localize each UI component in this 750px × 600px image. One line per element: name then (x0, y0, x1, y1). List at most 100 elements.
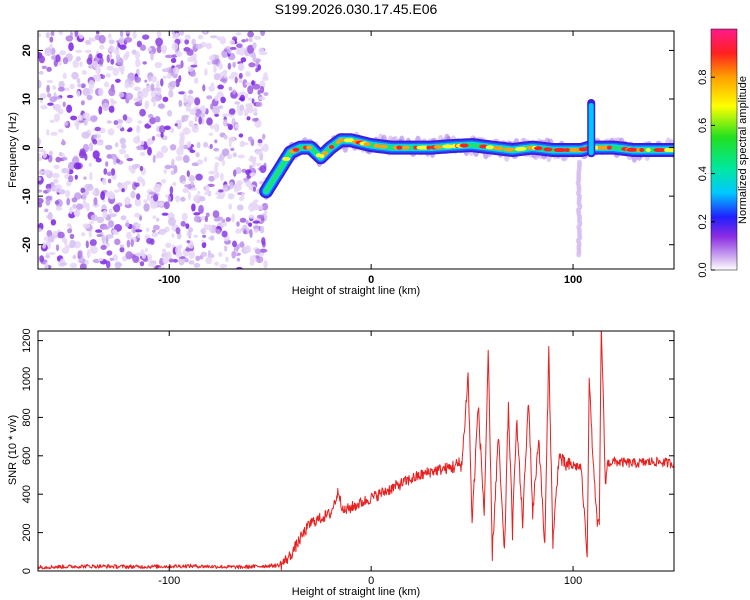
spectrogram-noise-blob (255, 67, 259, 73)
spectrogram-ridge-hotspot (669, 148, 674, 152)
spectrogram-noise-blob (228, 203, 232, 210)
spectrogram-noise-blob (126, 231, 132, 240)
spectrogram-noise-blob (191, 162, 199, 167)
spectrogram-noise-blob (59, 50, 67, 56)
spectrogram-noise-blob (218, 251, 223, 257)
spectrogram-ridge-hotspot (517, 146, 527, 151)
spectrogram-x-tick-label: 0 (368, 274, 374, 286)
spectrogram-noise-blob (173, 164, 178, 174)
spectrogram-noise-blob (253, 107, 258, 114)
spectrogram-ridge-hotspot (503, 147, 515, 152)
spectrogram-noise-blob (103, 168, 108, 175)
spectrogram-noise-blob (214, 162, 220, 167)
spectrogram-noise-blob (74, 31, 79, 37)
spectrogram-noise-blob (235, 32, 242, 36)
spectrogram-noise-blob (162, 96, 169, 103)
spectrogram-noise-blob (210, 235, 215, 241)
spectrogram-noise-blob (135, 223, 142, 228)
spectrogram-noise-blob (58, 128, 64, 133)
spectrogram-noise-blob (137, 176, 143, 184)
spectrogram-noise-blob (240, 142, 249, 146)
spectrogram-noise-blob (145, 227, 150, 233)
spectrogram-noise-blob (141, 178, 146, 187)
spectrogram-noise-blob (178, 75, 182, 83)
spectrogram-noise-blob (144, 100, 149, 110)
spectrogram-noise-blob (220, 96, 226, 104)
spectrogram-noise-blob (118, 148, 127, 155)
spectrogram-noise-blob (253, 228, 259, 233)
spectrogram-noise-blob (58, 152, 63, 156)
snr-panel: -100 0 100 0 200 400 600 800 1000 1200 H… (7, 328, 675, 598)
spectrogram-noise-blob (259, 248, 268, 253)
spectrogram-noise-blob (214, 123, 220, 132)
spectrogram-noise-blob (159, 125, 166, 134)
spectrogram-noise-blob (86, 57, 93, 65)
spectrogram-panel: -100 0 100 -20 -10 0 10 20 Height of str… (7, 30, 675, 297)
spectrogram-noise-blob (209, 124, 216, 129)
spectrogram-noise-blob (198, 116, 202, 125)
spectrogram-noise-blob (78, 150, 87, 159)
spectrogram-noise-blob (186, 230, 192, 238)
spectrogram-noise-blob (251, 98, 255, 104)
spectrogram-noise-blob (107, 220, 115, 228)
spectrogram-ridge-layer (259, 99, 674, 258)
spectrogram-ridge-hotspot (543, 147, 553, 152)
spectrogram-noise-blob (239, 217, 247, 223)
spectrogram-noise-blob (114, 50, 120, 55)
spectrogram-ticks (38, 31, 674, 269)
spectrogram-noise-blob (75, 123, 80, 131)
spectrogram-noise-blob (156, 217, 160, 222)
spectrogram-noise-blob (96, 233, 103, 238)
spectrogram-noise-blob (213, 64, 217, 73)
spectrogram-noise-blob (245, 93, 249, 99)
spectrogram-noise-blob (175, 245, 181, 255)
spectrogram-noise-blob (124, 51, 130, 58)
spectrogram-noise-blob (88, 142, 94, 152)
spectrogram-noise-blob (160, 78, 164, 87)
spectrogram-noise-blob (262, 143, 269, 152)
spectrogram-noise-blob (167, 110, 173, 117)
colorbar-tick-label: 0.6 (697, 118, 709, 133)
spectrogram-noise-blob (234, 76, 238, 84)
snr-x-tick-label: 100 (564, 575, 582, 587)
spectrogram-noise-blob (82, 87, 90, 96)
spectrogram-noise-blob (119, 244, 124, 248)
spectrogram-ridge-hotspot (639, 148, 645, 152)
spectrogram-noise-blob (45, 183, 52, 190)
spectrogram-noise-blob (106, 120, 112, 124)
spectrogram-noise-blob (158, 201, 165, 207)
spectrogram-noise-blob (143, 199, 148, 204)
spectrogram-noise-blob (259, 165, 267, 174)
spectrogram-noise-blob (54, 103, 61, 113)
spectrogram-noise-blob (152, 98, 156, 108)
spectrogram-noise-blob (228, 75, 235, 80)
spectrogram-noise-blob (46, 84, 50, 93)
spectrogram-noise-blob (50, 219, 57, 226)
spectrogram-noise-blob (252, 83, 261, 90)
spectrogram-noise-blob (47, 211, 53, 221)
spectrogram-noise-blob (106, 171, 112, 176)
spectrogram-noise-blob (252, 160, 256, 168)
spectrogram-noise-blob (171, 233, 175, 238)
spectrogram-noise-blob (230, 46, 237, 50)
spectrogram-noise-blob (244, 245, 252, 254)
spectrogram-noise-blob (38, 70, 44, 75)
spectrogram-noise-blob (44, 262, 49, 269)
spectrogram-noise-blob (120, 65, 125, 75)
spectrogram-noise-blob (207, 61, 212, 65)
spectrogram-noise-blob (187, 191, 192, 201)
spectrogram-noise-blob (168, 258, 174, 263)
snr-x-axis-label: Height of straight line (km) (292, 586, 420, 598)
spectrogram-noise-blob (155, 37, 164, 47)
spectrogram-noise-blob (96, 31, 100, 35)
spectrogram-noise-blob (49, 119, 55, 124)
spectrogram-noise-blob (76, 203, 84, 210)
spectrogram-noise-blob (189, 149, 196, 153)
spectrogram-noise-blob (109, 213, 117, 218)
spectrogram-noise-blob (247, 31, 255, 38)
spectrogram-noise-blob (238, 133, 244, 138)
spectrogram-noise-blob (136, 193, 141, 200)
spectrogram-noise-blob (252, 220, 260, 224)
spectrogram-noise-blob (203, 31, 207, 34)
spectrogram-noise-blob (214, 261, 219, 266)
